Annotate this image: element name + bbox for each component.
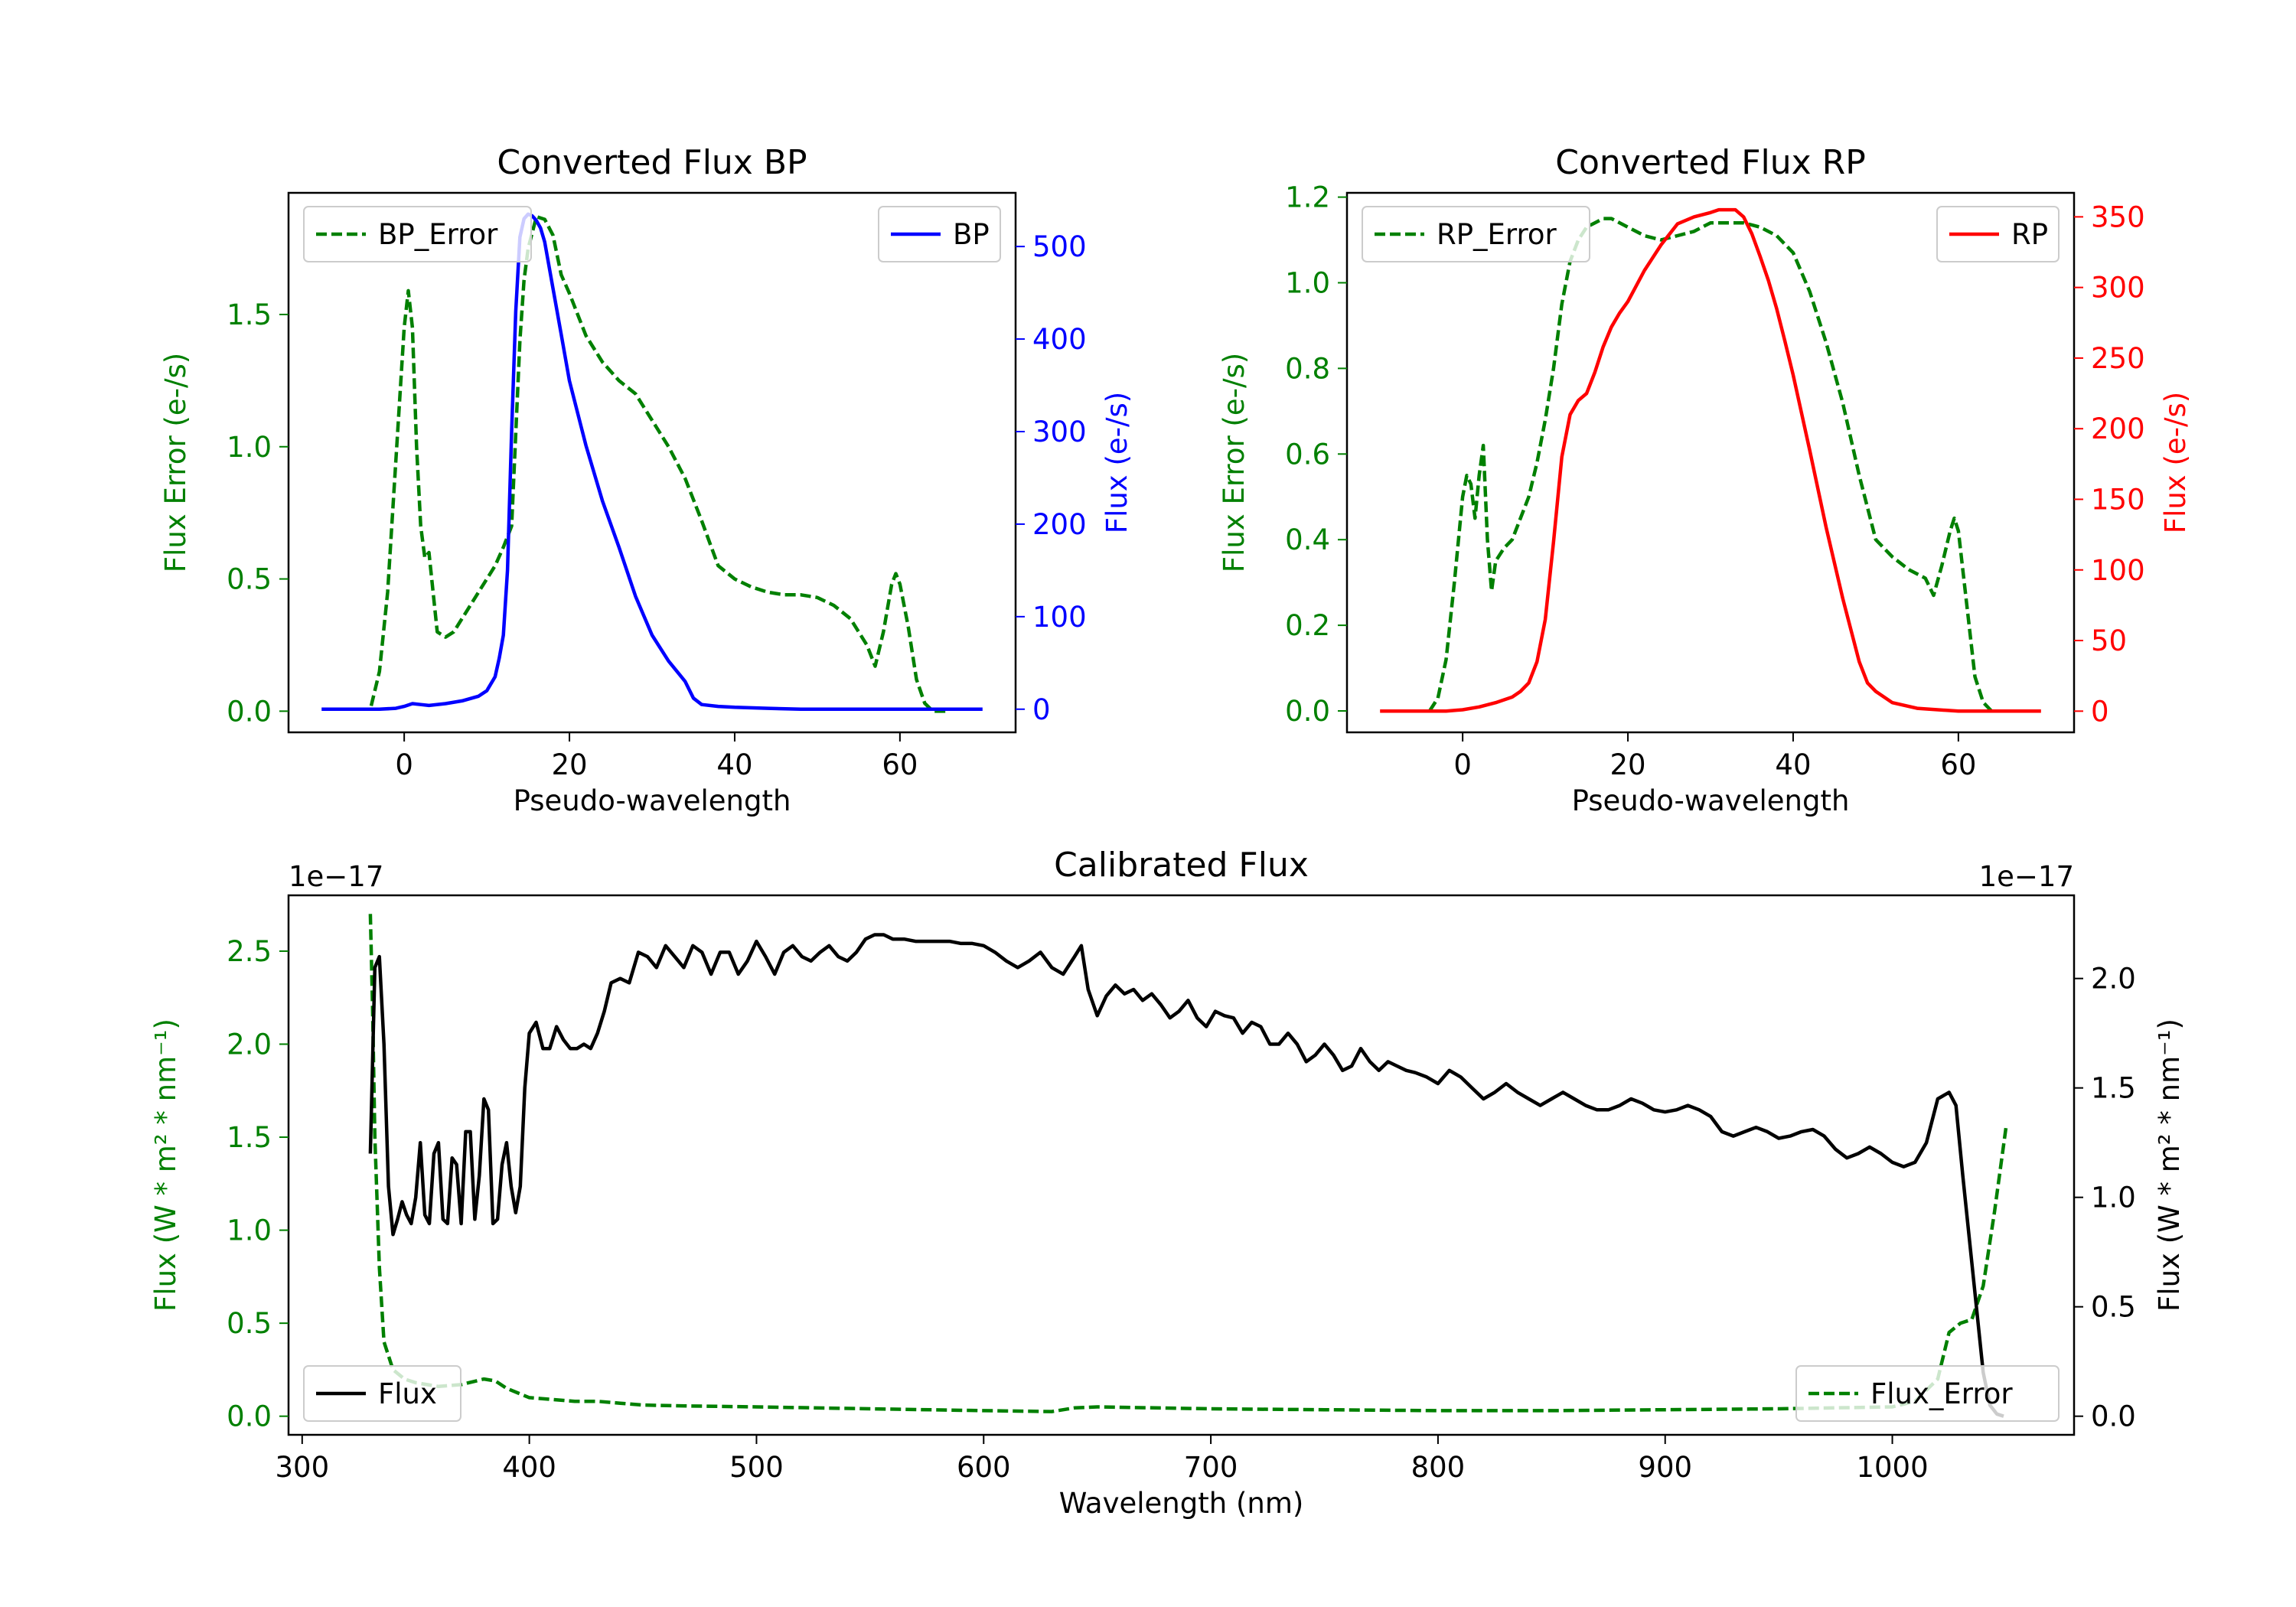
bp-x-tick-label: 20: [551, 748, 587, 781]
rp-y-left-tick-label: 0.4: [1285, 523, 1330, 556]
rp-x-tick-label: 60: [1940, 748, 1976, 781]
rp-y-right-tick-label: 100: [2091, 554, 2145, 587]
calibrated-y-right-tick-label: 0.0: [2091, 1400, 2136, 1433]
rp-y-right-tick-label: 0: [2091, 695, 2109, 728]
calibrated-y-left-tick-label: 1.0: [227, 1214, 272, 1247]
calibrated-x-tick-label: 1000: [1856, 1451, 1928, 1484]
calibrated-y-right-tick-label: 2.0: [2091, 963, 2136, 996]
rp-title: Converted Flux RP: [1555, 143, 1866, 182]
rp-y-left-label: Flux Error (e-/s): [1218, 353, 1251, 572]
bp-y-right-tick-label: 0: [1032, 693, 1051, 726]
rp-legend-rp-error: RP_Error: [1362, 206, 1590, 262]
bp-x-tick-label: 40: [716, 748, 752, 781]
legend-label: BP_Error: [378, 218, 498, 251]
bp-y-left-tick-label: 1.5: [227, 298, 272, 331]
legend-label: RP_Error: [1437, 218, 1557, 251]
bp-legend-bp-error: BP_Error: [303, 206, 532, 262]
calibrated-series-flux-error: [368, 914, 2008, 1413]
calibrated-x-tick-label: 900: [1638, 1451, 1692, 1484]
legend-label: RP: [2011, 218, 2048, 251]
rp-y-right-tick-label: 200: [2091, 412, 2145, 445]
legend-box: [303, 206, 532, 262]
calibrated-y-right-tick-label: 1.0: [2091, 1182, 2136, 1214]
calibrated-scale-left: 1e−17: [289, 860, 383, 893]
legend-label: Flux: [378, 1377, 437, 1410]
bp-y-left-label: Flux Error (e-/s): [159, 353, 192, 572]
calibrated-title: Calibrated Flux: [1054, 846, 1309, 885]
bp-y-right-label: Flux (e-/s): [1101, 392, 1133, 533]
bp-y-right-tick-label: 300: [1032, 416, 1087, 448]
calibrated-x-axis-label: Wavelength (nm): [1059, 1487, 1304, 1520]
bp-y-left-tick-label: 1.0: [227, 431, 272, 464]
rp-y-left-tick-label: 0.8: [1285, 352, 1330, 385]
legend-label: Flux_Error: [1870, 1377, 2013, 1410]
rp-y-right-tick-label: 250: [2091, 342, 2145, 375]
rp-y-left-tick-label: 0.0: [1285, 695, 1330, 728]
calibrated-legend-flux: Flux: [303, 1365, 461, 1422]
bp-x-tick-label: 0: [395, 748, 413, 781]
rp-legend-rp: RP: [1936, 206, 2060, 262]
calibrated-x-tick-label: 800: [1411, 1451, 1466, 1484]
bp-x-tick-label: 60: [882, 748, 918, 781]
rp-chart: 0 20 40 60 0.0 0.2 0.4 0.6 0.8 1.0 1.2 0 50 100 150 200…: [1218, 143, 2192, 817]
calibrated-x-tick-label: 600: [957, 1451, 1011, 1484]
rp-y-left-tick-label: 1.2: [1285, 181, 1330, 214]
calibrated-x-tick-label: 400: [502, 1451, 556, 1484]
calibrated-y-left-tick-label: 2.0: [227, 1028, 272, 1061]
bp-y-right-tick-label: 500: [1032, 230, 1087, 263]
bp-legend-bp: BP: [878, 206, 1001, 262]
rp-series-rp: [1380, 207, 2041, 713]
bp-y-right-tick-label: 400: [1032, 323, 1087, 356]
bp-axes-frame: [287, 191, 1017, 734]
bp-y-right-tick-label: 100: [1032, 601, 1087, 634]
bp-y-left-tick-label: 0.5: [227, 563, 272, 596]
rp-x-tick-label: 20: [1609, 748, 1645, 781]
bp-series-bp: [321, 212, 983, 712]
calibrated-y-right-tick-label: 0.5: [2091, 1291, 2136, 1324]
bp-series-bp-error: [369, 214, 950, 713]
rp-x-tick-label: 40: [1775, 748, 1811, 781]
calibrated-y-left-tick-label: 0.0: [227, 1400, 272, 1433]
calibrated-scale-right: 1e−17: [1979, 860, 2074, 893]
rp-y-right-tick-label: 350: [2091, 200, 2145, 233]
rp-x-tick-label: 0: [1453, 748, 1472, 781]
rp-y-right-tick-label: 150: [2091, 483, 2145, 516]
calibrated-axes-frame: [287, 894, 2076, 1436]
bp-y-right-tick-label: 200: [1032, 508, 1087, 541]
calibrated-series-flux: [368, 933, 2004, 1418]
bp-title: Converted Flux BP: [497, 143, 807, 182]
calibrated-y-left-label: Flux (W * m² * nm⁻¹): [149, 1019, 182, 1312]
rp-y-left-tick-label: 1.0: [1285, 267, 1330, 300]
rp-y-left-tick-label: 0.2: [1285, 609, 1330, 642]
calibrated-x-tick-label: 700: [1184, 1451, 1238, 1484]
legend-box: [1795, 1365, 2060, 1422]
bp-chart: 0 20 40 60 0.0 0.5 1.0 1.5 0 100 200 300 400 500 Conve…: [159, 143, 1133, 817]
rp-y-right-label: Flux (e-/s): [2159, 392, 2192, 533]
calibrated-x-tick-label: 300: [275, 1451, 329, 1484]
rp-series-rp-error: [1428, 217, 1993, 712]
calibrated-legend-flux-error: Flux_Error: [1795, 1365, 2060, 1422]
calibrated-y-right-tick-label: 1.5: [2091, 1072, 2136, 1105]
bp-y-left-tick-label: 0.0: [227, 695, 272, 728]
rp-y-right-tick-label: 300: [2091, 272, 2145, 305]
legend-box: [1362, 206, 1590, 262]
legend-label: BP: [953, 218, 990, 251]
calibrated-y-right-label: Flux (W * m² * nm⁻¹): [2153, 1019, 2186, 1312]
calibrated-y-left-tick-label: 0.5: [227, 1307, 272, 1340]
calibrated-y-left-tick-label: 2.5: [227, 935, 272, 968]
rp-x-axis-label: Pseudo-wavelength: [1572, 784, 1850, 817]
rp-axes-frame: [1345, 191, 2076, 734]
legend-box: [303, 1365, 461, 1422]
calibrated-x-tick-label: 500: [729, 1451, 784, 1484]
bp-x-axis-label: Pseudo-wavelength: [514, 784, 791, 817]
rp-y-left-tick-label: 0.6: [1285, 438, 1330, 471]
calibrated-chart: 300 400 500 600 700 800 900 1000 0.0 0.5 1.0 1.5 2.0…: [149, 846, 2186, 1520]
rp-y-right-tick-label: 50: [2091, 624, 2127, 657]
calibrated-y-left-tick-label: 1.5: [227, 1121, 272, 1154]
